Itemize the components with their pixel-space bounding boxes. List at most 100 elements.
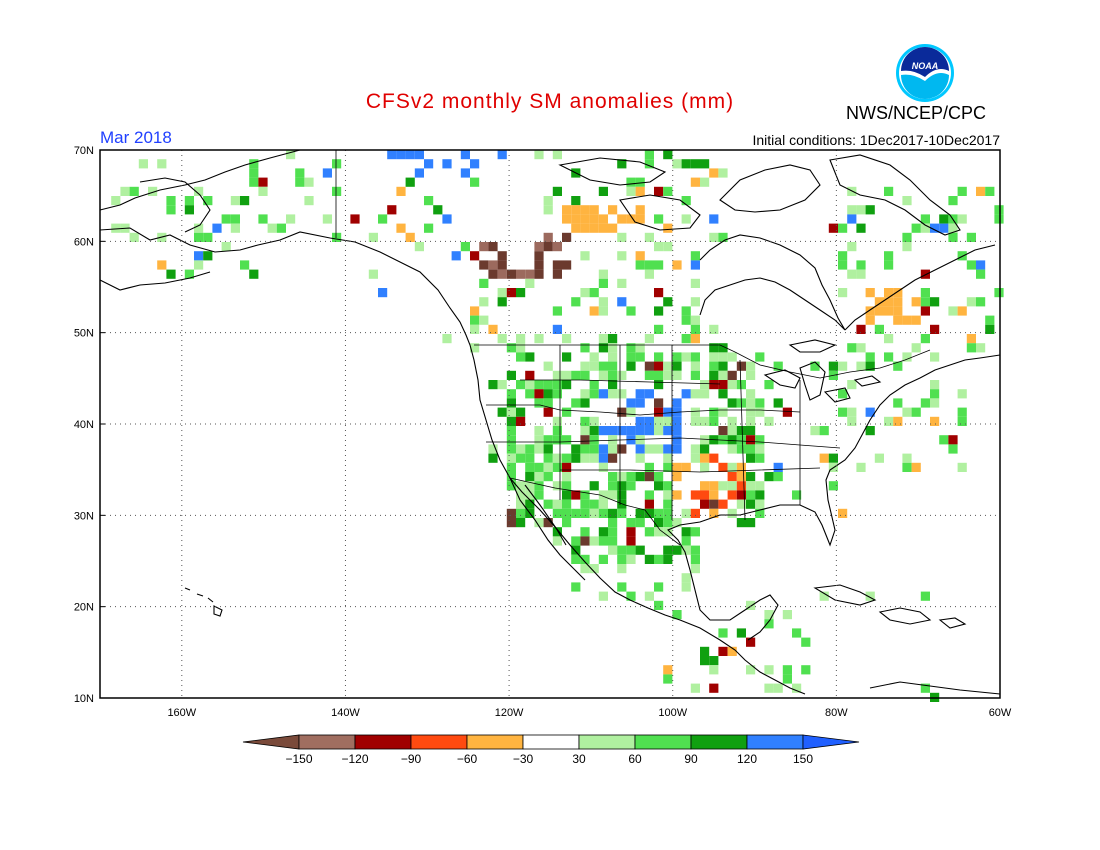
anomaly-cell	[626, 352, 636, 362]
anomaly-cell	[976, 186, 986, 196]
anomaly-cell	[635, 389, 645, 399]
anomaly-cell	[727, 370, 737, 380]
anomaly-cell	[580, 398, 590, 408]
anomaly-cell	[525, 352, 535, 362]
anomaly-cell	[571, 214, 581, 224]
anomaly-cell	[681, 508, 691, 518]
anomaly-cell	[552, 324, 562, 334]
anomaly-cell	[617, 407, 627, 417]
anomaly-cell	[598, 499, 608, 509]
anomaly-cell	[663, 674, 673, 684]
anomaly-cell	[644, 334, 654, 344]
anomaly-cell	[755, 508, 765, 518]
anomaly-cell	[516, 269, 526, 279]
anomaly-cell	[838, 260, 848, 270]
anomaly-cell	[764, 610, 774, 620]
colorbar-swatch	[466, 734, 524, 750]
anomaly-cell	[516, 481, 526, 491]
anomaly-cell	[718, 499, 728, 509]
anomaly-cell	[690, 159, 700, 169]
anomaly-cell	[681, 462, 691, 472]
anomaly-cell	[644, 416, 654, 426]
anomaly-cell	[700, 380, 710, 390]
anomaly-cell	[709, 370, 719, 380]
anomaly-cell	[589, 426, 599, 436]
anomaly-cell	[690, 527, 700, 537]
anomaly-cell	[488, 260, 498, 270]
anomaly-cell	[654, 380, 664, 390]
anomaly-cell	[506, 481, 516, 491]
anomaly-cell	[976, 260, 986, 270]
anomaly-cell	[920, 398, 930, 408]
anomaly-cell	[506, 407, 516, 417]
anomaly-cell	[608, 453, 618, 463]
anomaly-cell	[736, 426, 746, 436]
anomaly-cell	[920, 214, 930, 224]
colorbar-legend: −150 −120 −90 −60 −30 30 60 90 120 150	[242, 734, 860, 766]
anomaly-cell	[516, 407, 526, 417]
anomaly-cell	[663, 223, 673, 233]
anomaly-cell	[654, 398, 664, 408]
anomaly-cell	[690, 324, 700, 334]
anomaly-cell	[930, 297, 940, 307]
anomaly-cell	[911, 223, 921, 233]
anomaly-cell	[534, 334, 544, 344]
anomaly-cell	[902, 315, 912, 325]
anomaly-cell	[828, 453, 838, 463]
colorbar-tick-label: −90	[401, 752, 422, 766]
anomaly-cell	[562, 380, 572, 390]
anomaly-cell	[948, 435, 958, 445]
anomaly-cell	[617, 370, 627, 380]
anomaly-cell	[617, 444, 627, 454]
anomaly-cell	[506, 416, 516, 426]
anomaly-cell	[608, 343, 618, 353]
anomaly-cell	[414, 168, 424, 178]
anomaly-cell	[470, 251, 480, 261]
anomaly-cell	[470, 343, 480, 353]
anomaly-cell	[718, 481, 728, 491]
anomaly-cell	[543, 499, 553, 509]
anomaly-cell	[295, 177, 305, 187]
anomaly-cell	[690, 177, 700, 187]
anomaly-cell	[911, 297, 921, 307]
anomaly-cell	[598, 334, 608, 344]
anomaly-cell	[571, 554, 581, 564]
anomaly-cell	[709, 683, 719, 693]
anomaly-cell	[727, 490, 737, 500]
anomaly-cell	[424, 159, 434, 169]
anomaly-cell	[571, 223, 581, 233]
anomaly-cell	[690, 260, 700, 270]
anomaly-cell	[727, 416, 737, 426]
anomaly-cell	[663, 462, 673, 472]
anomaly-cell	[562, 490, 572, 500]
anomaly-cell	[598, 527, 608, 537]
anomaly-cell	[746, 370, 756, 380]
anomaly-cell	[580, 223, 590, 233]
anomaly-cell	[654, 508, 664, 518]
anomaly-cell	[543, 196, 553, 206]
anomaly-cell	[654, 426, 664, 436]
anomaly-cell	[543, 444, 553, 454]
anomaly-cell	[552, 426, 562, 436]
anomaly-cell	[939, 435, 949, 445]
anomaly-cell	[617, 426, 627, 436]
anomaly-cell	[920, 334, 930, 344]
anomaly-cell	[562, 352, 572, 362]
anomaly-cell	[617, 278, 627, 288]
anomaly-cell	[589, 214, 599, 224]
anomaly-cell	[654, 444, 664, 454]
anomaly-cell	[663, 545, 673, 555]
anomaly-cell	[810, 426, 820, 436]
anomaly-cell	[470, 159, 480, 169]
anomaly-cell	[203, 196, 213, 206]
anomaly-cell	[736, 490, 746, 500]
anomaly-cell	[580, 499, 590, 509]
anomaly-cell	[506, 472, 516, 482]
anomaly-cell	[746, 637, 756, 647]
anomaly-cell	[644, 554, 654, 564]
lon-label: 100W	[658, 707, 687, 719]
anomaly-cell	[552, 499, 562, 509]
lat-label: 60N	[74, 236, 94, 248]
anomaly-cell	[782, 665, 792, 675]
